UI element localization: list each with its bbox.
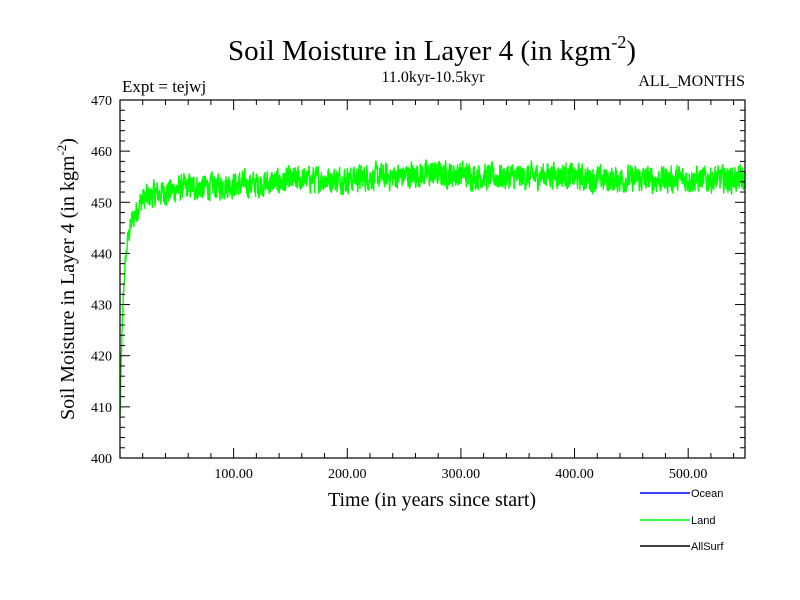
y-tick-label: 400 — [91, 452, 112, 467]
legend: Ocean Land AllSurf — [640, 488, 724, 553]
legend-label-land: Land — [691, 515, 715, 527]
x-tick-label: 400.00 — [555, 467, 594, 482]
x-tick-label: 200.00 — [328, 467, 367, 482]
x-axis: 100.00 200.00 300.00 400.00 500.00 — [142, 100, 735, 482]
chart-title: Soil Moisture in Layer 4 (in kgm-2) — [228, 32, 636, 67]
expt-label: Expt = tejwj — [122, 77, 206, 96]
y-tick-label: 420 — [91, 350, 112, 365]
y-tick-label: 430 — [91, 299, 112, 314]
plot-frame — [119, 99, 746, 459]
x-axis-label: Time (in years since start) — [328, 489, 536, 511]
x-tick-label: 300.00 — [442, 467, 481, 482]
y-tick-label: 440 — [91, 247, 112, 262]
y-axis-label: Soil Moisture in Layer 4 (in kgm-2) — [54, 138, 79, 420]
x-tick-label: 100.00 — [214, 467, 253, 482]
legend-label-ocean: Ocean — [691, 488, 723, 500]
y-tick-label: 470 — [91, 94, 112, 109]
land-series-line — [119, 159, 746, 416]
months-label: ALL_MONTHS — [638, 73, 745, 90]
x-tick-label: 500.00 — [669, 467, 708, 482]
period-label: 11.0kyr-10.5kyr — [381, 69, 485, 86]
y-axis: 400 410 420 430 440 450 460 470 — [91, 94, 745, 467]
y-tick-label: 460 — [91, 145, 112, 160]
y-tick-label: 410 — [91, 401, 112, 416]
legend-label-allsurf: AllSurf — [691, 541, 724, 553]
y-tick-label: 450 — [91, 196, 112, 211]
